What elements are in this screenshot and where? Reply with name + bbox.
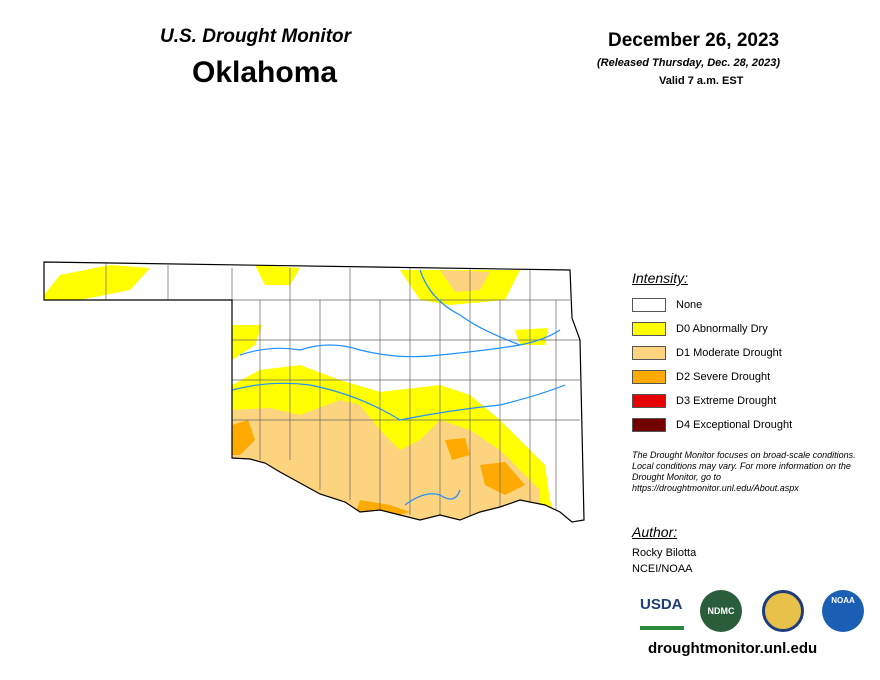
legend-item: None — [632, 297, 702, 313]
author-org: NCEI/NOAA — [632, 563, 693, 575]
logo-noaa: NOAA — [822, 590, 864, 632]
state-name: Oklahoma — [192, 56, 338, 89]
legend-item: D3 Extreme Drought — [632, 393, 776, 409]
logo-usda: USDA — [640, 596, 684, 630]
release-date: (Released Thursday, Dec. 28, 2023) — [597, 57, 781, 69]
logo-ndmc: NDMC — [700, 590, 742, 632]
legend-label: D0 Abnormally Dry — [676, 323, 768, 335]
legend-label: D3 Extreme Drought — [676, 395, 777, 407]
note: The Drought Monitor focuses on broad-sca… — [632, 450, 856, 493]
legend-item: D2 Severe Drought — [632, 369, 770, 385]
legend-label: None — [676, 299, 703, 311]
valid-time: Valid 7 a.m. EST — [659, 75, 744, 87]
author-name: Rocky Bilotta — [632, 547, 697, 559]
state-outline — [43, 261, 585, 523]
map — [43, 261, 585, 523]
legend-title: Intensity: — [632, 270, 689, 286]
legend-item: D1 Moderate Drought — [632, 345, 782, 361]
author-title: Author: — [632, 524, 678, 540]
map-date: December 26, 2023 — [608, 30, 780, 51]
legend-swatch — [632, 418, 666, 432]
legend-item: D4 Exceptional Drought — [632, 417, 792, 433]
legend-swatch — [632, 322, 666, 336]
legend-swatch — [632, 394, 666, 408]
legend-item: D0 Abnormally Dry — [632, 321, 768, 337]
title: U.S. Drought Monitor — [160, 26, 352, 47]
legend-swatch — [632, 298, 666, 312]
legend-swatch — [632, 370, 666, 384]
rivers — [231, 269, 566, 506]
legend-label: D1 Moderate Drought — [676, 347, 782, 359]
legend-label: D4 Exceptional Drought — [676, 419, 793, 431]
logo-commerce — [762, 590, 804, 632]
legend-label: D2 Severe Drought — [676, 371, 771, 383]
website: droughtmonitor.unl.edu — [648, 640, 818, 657]
legend-swatch — [632, 346, 666, 360]
